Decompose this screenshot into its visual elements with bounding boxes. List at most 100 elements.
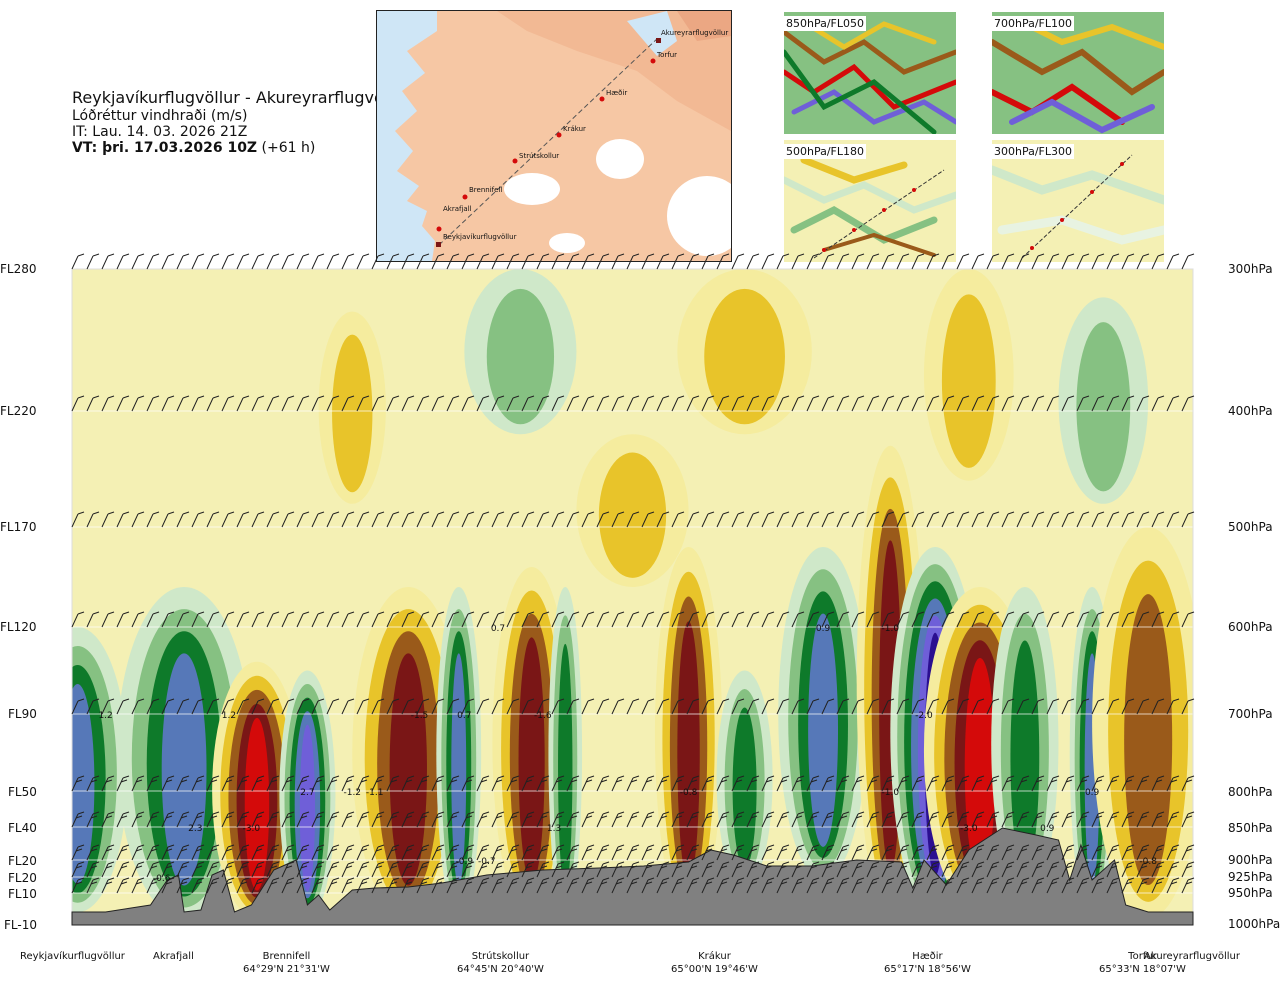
wind-barb xyxy=(1016,877,1030,894)
wind-barb xyxy=(431,611,445,628)
wind-barb xyxy=(491,775,505,792)
wind-barb xyxy=(1061,253,1075,270)
wind-barb xyxy=(71,861,85,878)
wind-barb xyxy=(641,395,655,412)
wind-barb xyxy=(1106,811,1120,828)
wind-barb xyxy=(746,811,760,828)
wind-barb xyxy=(476,861,490,878)
wind-barb xyxy=(371,698,385,715)
wind-barb xyxy=(386,844,400,861)
wind-barb xyxy=(221,253,235,270)
wind-barb xyxy=(716,611,730,628)
wind-barb xyxy=(356,861,370,878)
wind-barb xyxy=(131,698,145,715)
wind-barb xyxy=(836,844,850,861)
wind-barb xyxy=(566,775,580,792)
wind-barb xyxy=(941,511,955,528)
wind-barb xyxy=(1076,395,1090,412)
wind-barb xyxy=(581,253,595,270)
wind-barb xyxy=(986,611,1000,628)
thumbnail-700hpa[interactable]: 700hPa/FL100 xyxy=(992,12,1164,134)
wind-barb xyxy=(71,611,85,628)
wind-barb xyxy=(371,611,385,628)
wind-barb xyxy=(776,861,790,878)
wind-barb xyxy=(566,811,580,828)
wind-barb xyxy=(146,698,160,715)
wind-barb xyxy=(221,844,235,861)
wind-barb xyxy=(371,844,385,861)
wind-barb xyxy=(206,877,220,894)
wind-barb xyxy=(641,844,655,861)
thumbnail-300hpa[interactable]: 300hPa/FL300 xyxy=(992,140,1164,262)
wind-barb xyxy=(611,395,625,412)
hpa-tick: 950hPa xyxy=(1228,886,1273,900)
thumbnail-850-svg xyxy=(784,12,956,134)
wind-barb xyxy=(461,861,475,878)
wind-barb xyxy=(146,611,160,628)
wind-barb xyxy=(581,511,595,528)
thumbnail-850hpa[interactable]: 850hPa/FL050 xyxy=(784,12,956,134)
wind-barb xyxy=(236,844,250,861)
wind-barb xyxy=(236,775,250,792)
wind-barb xyxy=(536,511,550,528)
wind-barb xyxy=(731,395,745,412)
field-cell-22-1 xyxy=(704,288,785,425)
wind-barb xyxy=(791,253,805,270)
wind-barb xyxy=(401,611,415,628)
wind-barb xyxy=(1046,395,1060,412)
wind-barb xyxy=(251,877,265,894)
wind-barb xyxy=(1181,611,1195,628)
wind-barb xyxy=(686,861,700,878)
wind-barb xyxy=(581,877,595,894)
wind-barb xyxy=(1001,861,1015,878)
wind-barb xyxy=(701,775,715,792)
wind-barb xyxy=(551,511,565,528)
wind-barb xyxy=(1031,877,1045,894)
wind-barb xyxy=(116,698,130,715)
wind-barb xyxy=(1166,811,1180,828)
wind-barb xyxy=(941,844,955,861)
value-label: 0.9 xyxy=(816,624,831,634)
wind-barb xyxy=(551,877,565,894)
wind-barb xyxy=(1106,877,1120,894)
hpa-tick: 600hPa xyxy=(1228,620,1273,634)
wind-barb xyxy=(1031,698,1045,715)
wind-barb xyxy=(851,611,865,628)
wind-barb xyxy=(716,511,730,528)
wind-barb xyxy=(956,611,970,628)
map-label-akureyri: Akureyrarflugvöllur xyxy=(661,29,728,37)
wind-barb xyxy=(521,395,535,412)
value-label: -1.2 xyxy=(343,788,361,798)
value-label: -2.0 xyxy=(915,711,933,721)
wind-barb xyxy=(791,811,805,828)
wind-barb xyxy=(716,861,730,878)
wind-barb xyxy=(1076,698,1090,715)
wind-barb xyxy=(176,775,190,792)
map-label-brennifell: Brennifell xyxy=(469,186,502,194)
wind-barb xyxy=(206,698,220,715)
wind-barb xyxy=(1151,611,1165,628)
fl-tick: FL280 xyxy=(0,262,37,276)
wind-barb xyxy=(131,811,145,828)
wind-barb xyxy=(1001,877,1015,894)
wind-barb xyxy=(86,395,100,412)
field-cell-6-3 xyxy=(518,637,545,884)
wind-barb xyxy=(221,861,235,878)
wind-barb xyxy=(386,253,400,270)
thumbnail-500hpa[interactable]: 500hPa/FL180 xyxy=(784,140,956,262)
wind-barb xyxy=(506,611,520,628)
wind-barb xyxy=(71,395,85,412)
wind-barb xyxy=(761,844,775,861)
wind-barb xyxy=(416,698,430,715)
wind-barb xyxy=(596,395,610,412)
wind-barb xyxy=(416,395,430,412)
wind-barb xyxy=(521,877,535,894)
wind-barb xyxy=(1076,511,1090,528)
wind-barb xyxy=(941,611,955,628)
wind-barb xyxy=(191,775,205,792)
wind-barb xyxy=(206,861,220,878)
wind-barb xyxy=(896,811,910,828)
wind-barb xyxy=(1046,877,1060,894)
wind-barb xyxy=(866,844,880,861)
wind-barb xyxy=(581,611,595,628)
